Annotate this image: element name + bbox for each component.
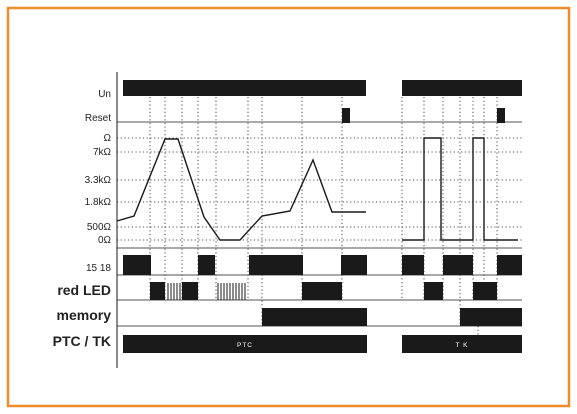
- res-label-0: 0Ω: [98, 235, 112, 246]
- res-label-3-3k: 3.3kΩ: [85, 175, 112, 186]
- resistance-reference-lines: [117, 137, 522, 241]
- un-bar-1: [123, 80, 366, 96]
- label-red-led: red LED: [57, 282, 111, 298]
- ptc-bar-text: PTC: [237, 342, 253, 349]
- label-ptc-tk: PTC / TK: [53, 333, 111, 349]
- ptc-bar: [123, 335, 367, 353]
- event-lines: [149, 97, 498, 340]
- led-block-2: [182, 282, 198, 300]
- un-bar-2: [402, 80, 522, 96]
- res-label-omega: Ω: [104, 133, 112, 144]
- reset-pulse-2: [497, 108, 505, 123]
- tk-resistance-curve: [402, 137, 518, 241]
- relay-block-6: [443, 255, 473, 275]
- led-block-3: [302, 282, 342, 300]
- memory-block-1: [262, 308, 367, 326]
- relay-signal: [123, 255, 522, 275]
- un-signal: [123, 80, 522, 96]
- led-blink-marks: [167, 283, 246, 300]
- ptc-tk-signal: PTC T K: [123, 335, 522, 353]
- res-label-500: 500Ω: [87, 222, 112, 233]
- reset-pulse-1: [342, 108, 350, 123]
- label-un: Un: [98, 89, 111, 100]
- led-block-1: [150, 282, 165, 300]
- tk-bar: [402, 335, 522, 353]
- led-block-5: [473, 282, 497, 300]
- reset-signal: [342, 108, 505, 123]
- label-reset: Reset: [85, 113, 111, 124]
- relay-block-5: [402, 255, 424, 275]
- label-memory: memory: [57, 307, 112, 323]
- red-led-signal: [150, 282, 497, 300]
- res-label-1-8k: 1.8kΩ: [85, 197, 112, 208]
- memory-signal: [262, 308, 522, 326]
- led-block-4: [424, 282, 443, 300]
- memory-block-2: [460, 308, 522, 326]
- relay-block-3: [249, 255, 303, 275]
- relay-block-7: [497, 255, 522, 275]
- relay-block-4: [341, 255, 367, 275]
- relay-block-2: [198, 255, 215, 275]
- ptc-resistance-curve: [116, 138, 366, 241]
- relay-block-1: [123, 255, 151, 275]
- label-relay: 15 18: [86, 263, 111, 274]
- res-label-7k: 7kΩ: [93, 147, 112, 158]
- tk-bar-text: T K: [456, 342, 469, 349]
